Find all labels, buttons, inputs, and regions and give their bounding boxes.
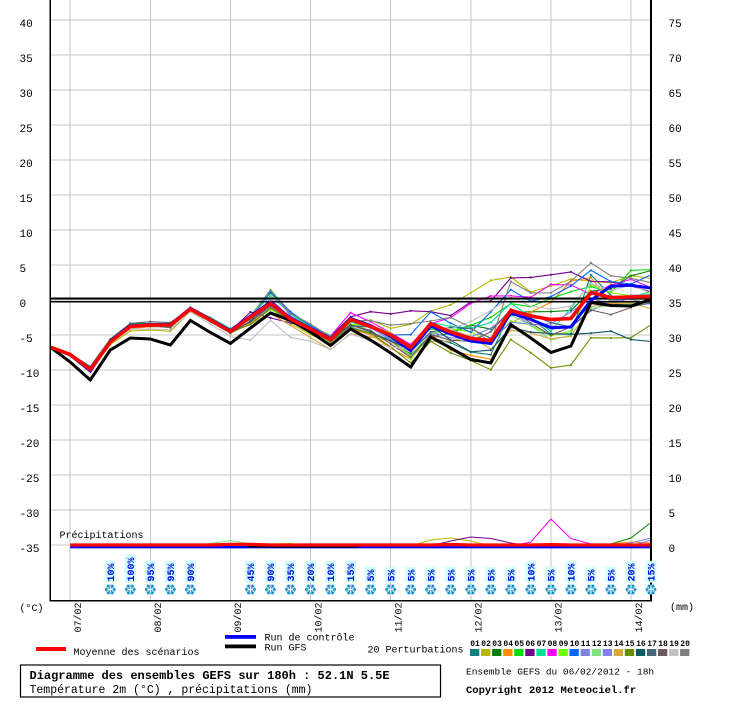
svg-text:0: 0 bbox=[20, 299, 27, 311]
svg-text:Diagramme des ensembles GEFS s: Diagramme des ensembles GEFS sur 180h : … bbox=[30, 669, 390, 683]
svg-text:10/02: 10/02 bbox=[313, 602, 325, 632]
svg-text:5%: 5% bbox=[427, 569, 438, 581]
svg-text:5%: 5% bbox=[608, 569, 619, 581]
svg-text:0: 0 bbox=[669, 544, 676, 556]
svg-text:95%: 95% bbox=[147, 563, 158, 581]
svg-text:(mm): (mm) bbox=[670, 602, 694, 614]
svg-text:25: 25 bbox=[20, 124, 33, 136]
svg-text:18: 18 bbox=[658, 640, 668, 649]
svg-text:5%: 5% bbox=[588, 569, 599, 581]
svg-text:13: 13 bbox=[603, 640, 613, 649]
svg-text:20%: 20% bbox=[307, 563, 318, 581]
svg-text:20: 20 bbox=[669, 404, 682, 416]
svg-text:02: 02 bbox=[481, 640, 491, 649]
svg-text:Copyright 2012 Meteociel.fr: Copyright 2012 Meteociel.fr bbox=[466, 685, 636, 697]
svg-text:08: 08 bbox=[548, 640, 558, 649]
svg-text:Température 2m (°C) , précipit: Température 2m (°C) , précipitations (mm… bbox=[30, 684, 313, 697]
svg-text:17: 17 bbox=[647, 640, 657, 649]
svg-text:65: 65 bbox=[669, 89, 682, 101]
svg-text:14/02: 14/02 bbox=[634, 602, 646, 632]
svg-text:13/02: 13/02 bbox=[554, 602, 566, 632]
svg-text:-10: -10 bbox=[20, 369, 40, 381]
svg-text:5%: 5% bbox=[507, 569, 518, 581]
svg-text:70: 70 bbox=[669, 54, 682, 66]
svg-text:11: 11 bbox=[581, 640, 591, 649]
svg-text:5%: 5% bbox=[487, 569, 498, 581]
svg-text:-5: -5 bbox=[20, 334, 33, 346]
svg-text:20 Perturbations: 20 Perturbations bbox=[368, 645, 464, 657]
svg-text:50: 50 bbox=[669, 194, 682, 206]
svg-text:15: 15 bbox=[20, 194, 33, 206]
svg-text:Moyenne des scénarios: Moyenne des scénarios bbox=[74, 647, 200, 659]
svg-text:Run de contrôle: Run de contrôle bbox=[265, 633, 355, 645]
svg-text:60: 60 bbox=[669, 124, 682, 136]
svg-text:04: 04 bbox=[503, 640, 513, 649]
svg-text:06: 06 bbox=[526, 640, 536, 649]
svg-text:90%: 90% bbox=[187, 563, 198, 581]
svg-text:45%: 45% bbox=[247, 563, 258, 581]
svg-text:10: 10 bbox=[570, 640, 580, 649]
svg-text:35%: 35% bbox=[287, 563, 298, 581]
svg-text:45: 45 bbox=[669, 229, 682, 241]
svg-text:5: 5 bbox=[669, 509, 676, 521]
svg-text:11/02: 11/02 bbox=[394, 602, 406, 632]
svg-text:25: 25 bbox=[669, 369, 682, 381]
svg-text:07: 07 bbox=[537, 640, 547, 649]
svg-text:-35: -35 bbox=[20, 544, 40, 556]
svg-text:09: 09 bbox=[559, 640, 569, 649]
svg-text:-25: -25 bbox=[20, 474, 40, 486]
svg-text:75: 75 bbox=[669, 19, 682, 31]
svg-text:15%: 15% bbox=[347, 563, 358, 581]
svg-text:10%: 10% bbox=[568, 563, 579, 581]
svg-text:10: 10 bbox=[669, 474, 682, 486]
svg-text:30: 30 bbox=[20, 89, 33, 101]
svg-text:03: 03 bbox=[492, 640, 502, 649]
svg-text:Run GFS: Run GFS bbox=[265, 644, 307, 655]
svg-text:40: 40 bbox=[669, 264, 682, 276]
svg-text:90%: 90% bbox=[267, 563, 278, 581]
svg-text:08/02: 08/02 bbox=[153, 602, 165, 632]
svg-text:20: 20 bbox=[20, 159, 33, 171]
svg-text:16: 16 bbox=[636, 640, 646, 649]
svg-text:-15: -15 bbox=[20, 404, 40, 416]
svg-text:20: 20 bbox=[680, 640, 690, 649]
svg-text:07/02: 07/02 bbox=[73, 602, 85, 632]
svg-text:15: 15 bbox=[669, 439, 682, 451]
svg-text:35: 35 bbox=[20, 54, 33, 66]
svg-text:5%: 5% bbox=[467, 569, 478, 581]
svg-text:40: 40 bbox=[20, 19, 33, 31]
svg-text:10: 10 bbox=[20, 229, 33, 241]
svg-text:09/02: 09/02 bbox=[233, 602, 245, 632]
svg-text:14: 14 bbox=[614, 640, 624, 649]
svg-text:(°C): (°C) bbox=[20, 603, 44, 615]
svg-text:15%: 15% bbox=[648, 563, 659, 581]
svg-text:15: 15 bbox=[625, 640, 635, 649]
svg-text:12: 12 bbox=[592, 640, 602, 649]
svg-text:5%: 5% bbox=[407, 569, 418, 581]
svg-text:01: 01 bbox=[470, 640, 480, 649]
svg-text:Ensemble GEFS du 06/02/2012 -: Ensemble GEFS du 06/02/2012 - 18h bbox=[466, 667, 654, 678]
svg-text:5%: 5% bbox=[367, 569, 378, 581]
svg-text:5%: 5% bbox=[387, 569, 398, 581]
svg-text:95%: 95% bbox=[167, 563, 178, 581]
svg-text:30: 30 bbox=[669, 334, 682, 346]
svg-text:10%: 10% bbox=[527, 563, 538, 581]
svg-text:100%: 100% bbox=[127, 557, 138, 581]
svg-text:35: 35 bbox=[669, 299, 682, 311]
svg-text:10%: 10% bbox=[107, 563, 118, 581]
svg-text:5%: 5% bbox=[447, 569, 458, 581]
svg-text:-20: -20 bbox=[20, 439, 40, 451]
svg-text:05: 05 bbox=[514, 640, 524, 649]
svg-text:-30: -30 bbox=[20, 509, 40, 521]
svg-text:12/02: 12/02 bbox=[474, 602, 486, 632]
svg-text:5: 5 bbox=[20, 264, 27, 276]
svg-text:10%: 10% bbox=[327, 563, 338, 581]
svg-text:19: 19 bbox=[669, 640, 679, 649]
svg-text:Précipitations: Précipitations bbox=[60, 530, 144, 542]
svg-text:5%: 5% bbox=[548, 569, 559, 581]
svg-text:20%: 20% bbox=[628, 563, 639, 581]
svg-text:55: 55 bbox=[669, 159, 682, 171]
